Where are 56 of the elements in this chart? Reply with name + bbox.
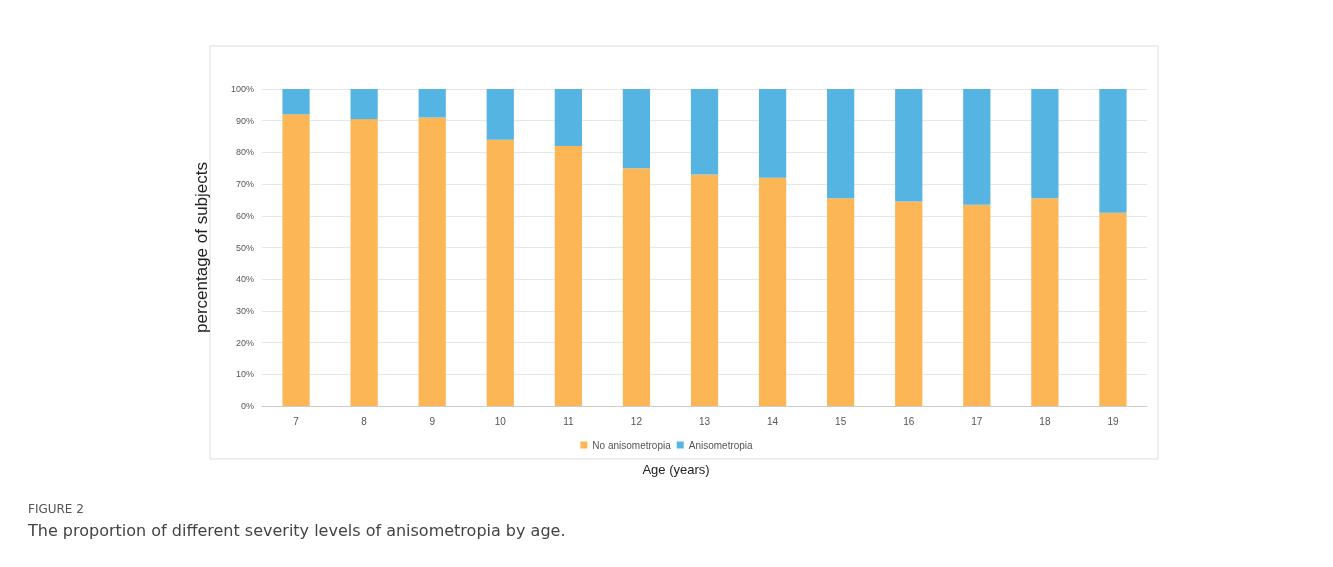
x-tick-label: 12 [630, 415, 643, 427]
bar [895, 89, 923, 202]
x-tick-label: 17 [971, 415, 983, 427]
bar [758, 89, 787, 178]
bar [418, 89, 446, 118]
bar [1099, 89, 1127, 213]
bar [282, 89, 310, 115]
bar [827, 89, 855, 199]
bar [827, 198, 855, 406]
y-tick-label: 10% [235, 369, 254, 380]
bar [895, 201, 923, 406]
x-axis-title: Age (years) [642, 462, 710, 477]
y-axis-title: percentage of subjects [192, 161, 211, 334]
x-tick-label: 7 [293, 415, 300, 427]
y-tick-label: 30% [235, 305, 254, 316]
bar [1031, 198, 1059, 406]
x-tick-label: 19 [1107, 415, 1119, 427]
x-tick-label: 16 [903, 415, 915, 427]
text: The proportion of different severity levels of anisometropia by age. [27, 520, 566, 540]
bar [690, 89, 719, 175]
bar [963, 204, 991, 406]
bar [622, 89, 651, 169]
y-tick-label: 0% [240, 401, 254, 411]
bar [418, 117, 446, 406]
y-tick-label: 20% [235, 337, 254, 348]
bar [486, 139, 514, 406]
x-tick-label: 15 [835, 415, 847, 427]
bar [1099, 212, 1127, 406]
bar [963, 89, 991, 205]
legend-label: Anisometropia [688, 439, 754, 451]
y-tick-label: 70% [235, 179, 254, 190]
bar [282, 114, 310, 406]
caption: FIGURE 2 [28, 502, 84, 516]
y-tick-label: 40% [235, 274, 254, 285]
bar [758, 177, 787, 406]
x-tick-label: 14 [767, 415, 779, 427]
bar [350, 119, 378, 406]
x-tick-label: 13 [698, 415, 711, 427]
bar [350, 89, 378, 120]
bar [486, 89, 514, 140]
y-tick-label: 90% [235, 115, 254, 126]
y-tick-label: 50% [235, 242, 254, 253]
bar [622, 168, 651, 406]
y-tick-label: 60% [235, 210, 254, 221]
bar [554, 146, 582, 406]
x-tick-label: 10 [494, 415, 507, 427]
x-tick-label: 11 [563, 415, 574, 427]
bar [1031, 89, 1059, 199]
x-tick-label: 18 [1039, 415, 1051, 427]
y-tick-label: 80% [235, 147, 254, 158]
y-tick-label: 100% [230, 84, 254, 94]
legend-label: No anisometropia [592, 439, 672, 451]
bar [554, 89, 582, 147]
x-tick-label: 8 [361, 415, 368, 427]
x-tick-label: 9 [429, 415, 436, 427]
bar [690, 174, 719, 406]
